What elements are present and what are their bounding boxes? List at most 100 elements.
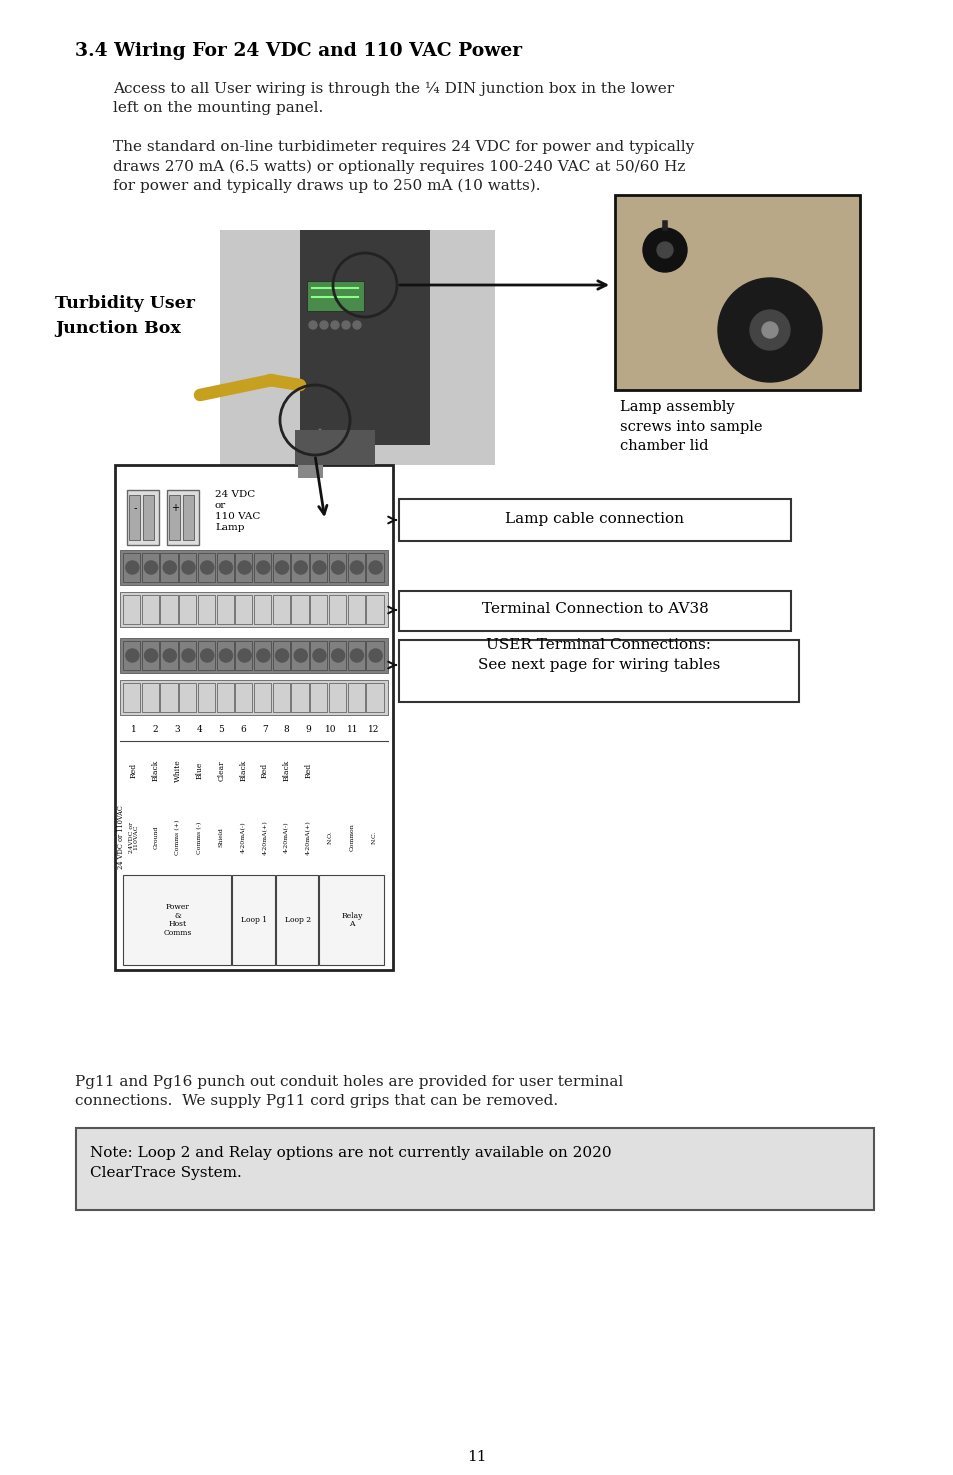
FancyBboxPatch shape	[120, 591, 388, 627]
Circle shape	[256, 560, 270, 574]
Text: 24VDC or
110VAC: 24VDC or 110VAC	[129, 822, 138, 853]
Circle shape	[126, 560, 139, 574]
FancyBboxPatch shape	[129, 496, 140, 540]
Text: Access to all User wiring is through the ¼ DIN junction box in the lower
left on: Access to all User wiring is through the…	[112, 83, 674, 115]
Text: 12: 12	[368, 724, 379, 733]
FancyBboxPatch shape	[319, 875, 384, 965]
FancyBboxPatch shape	[220, 230, 495, 465]
Circle shape	[144, 649, 157, 662]
Text: 1: 1	[131, 724, 136, 733]
Circle shape	[331, 322, 338, 329]
Circle shape	[332, 649, 344, 662]
Text: Turbidity User: Turbidity User	[55, 295, 194, 313]
Text: 11: 11	[346, 724, 357, 733]
Text: 4: 4	[196, 724, 202, 733]
Text: 3.4 Wiring For 24 VDC and 110 VAC Power: 3.4 Wiring For 24 VDC and 110 VAC Power	[75, 41, 521, 60]
Text: Pg11 and Pg16 punch out conduit holes are provided for user terminal
connections: Pg11 and Pg16 punch out conduit holes ar…	[75, 1075, 622, 1109]
FancyBboxPatch shape	[294, 431, 375, 465]
Text: 3: 3	[174, 724, 180, 733]
Text: 4-20mA(-): 4-20mA(-)	[284, 822, 289, 854]
FancyBboxPatch shape	[398, 640, 799, 702]
Text: 8: 8	[284, 724, 290, 733]
FancyBboxPatch shape	[143, 496, 153, 540]
Text: Clear: Clear	[217, 760, 225, 780]
Text: Red: Red	[304, 763, 313, 779]
Circle shape	[256, 649, 270, 662]
Circle shape	[369, 560, 382, 574]
FancyBboxPatch shape	[398, 591, 790, 631]
Circle shape	[182, 649, 194, 662]
Circle shape	[200, 560, 213, 574]
Text: Red: Red	[260, 763, 269, 779]
Text: Lamp cable connection: Lamp cable connection	[505, 512, 684, 527]
Text: -: -	[133, 503, 136, 513]
FancyBboxPatch shape	[76, 1128, 873, 1210]
Circle shape	[718, 277, 821, 382]
Text: Note: Loop 2 and Relay options are not currently available on 2020
ClearTrace Sy: Note: Loop 2 and Relay options are not c…	[90, 1146, 611, 1180]
Text: Ground: Ground	[153, 826, 158, 850]
FancyBboxPatch shape	[615, 195, 859, 389]
Text: 6: 6	[240, 724, 246, 733]
Text: 4-20mA(-): 4-20mA(-)	[240, 822, 245, 854]
Circle shape	[353, 322, 360, 329]
FancyBboxPatch shape	[232, 875, 274, 965]
Circle shape	[369, 649, 382, 662]
Circle shape	[309, 322, 316, 329]
Text: N.C.: N.C.	[372, 830, 376, 844]
FancyBboxPatch shape	[307, 282, 364, 311]
FancyBboxPatch shape	[115, 465, 393, 971]
Circle shape	[313, 649, 326, 662]
Text: 2: 2	[152, 724, 158, 733]
Text: 7: 7	[262, 724, 268, 733]
Text: Relay
A: Relay A	[341, 912, 362, 928]
Circle shape	[761, 322, 778, 338]
Circle shape	[275, 560, 289, 574]
Text: White: White	[173, 760, 181, 782]
Circle shape	[319, 322, 328, 329]
FancyBboxPatch shape	[127, 490, 159, 544]
FancyBboxPatch shape	[275, 875, 318, 965]
FancyBboxPatch shape	[398, 499, 790, 541]
Text: N.O.: N.O.	[328, 830, 333, 844]
FancyBboxPatch shape	[299, 230, 430, 445]
Text: Lamp assembly
screws into sample
chamber lid: Lamp assembly screws into sample chamber…	[619, 400, 761, 453]
Circle shape	[200, 649, 213, 662]
Circle shape	[182, 560, 194, 574]
Text: Common: Common	[350, 823, 355, 851]
Text: 10: 10	[324, 724, 335, 733]
Text: 11: 11	[467, 1450, 486, 1465]
Text: Loop 2: Loop 2	[284, 916, 311, 923]
Text: Terminal Connection to AV38: Terminal Connection to AV38	[481, 602, 708, 617]
Circle shape	[350, 560, 363, 574]
Text: 9: 9	[305, 724, 311, 733]
Text: Shield: Shield	[218, 827, 224, 848]
Text: Blue: Blue	[195, 761, 203, 779]
Text: The standard on-line turbidimeter requires 24 VDC for power and typically
draws : The standard on-line turbidimeter requir…	[112, 140, 694, 193]
Circle shape	[238, 649, 251, 662]
Text: Loop 1: Loop 1	[241, 916, 267, 923]
Text: USER Terminal Connections:
See next page for wiring tables: USER Terminal Connections: See next page…	[477, 639, 720, 671]
Text: 4-20mA(+): 4-20mA(+)	[306, 820, 311, 855]
Text: 24 VDC or 110VAC: 24 VDC or 110VAC	[117, 805, 125, 869]
FancyBboxPatch shape	[167, 490, 199, 544]
FancyBboxPatch shape	[123, 875, 231, 965]
Text: Black: Black	[152, 760, 159, 782]
FancyBboxPatch shape	[169, 496, 180, 540]
FancyBboxPatch shape	[120, 550, 388, 586]
Text: Junction Box: Junction Box	[55, 320, 180, 336]
Circle shape	[313, 560, 326, 574]
Circle shape	[275, 649, 289, 662]
Text: Comms (+): Comms (+)	[174, 820, 180, 855]
Circle shape	[144, 560, 157, 574]
Circle shape	[219, 560, 233, 574]
Text: Red: Red	[130, 763, 138, 779]
Circle shape	[219, 649, 233, 662]
Circle shape	[163, 649, 176, 662]
Circle shape	[294, 649, 307, 662]
Text: 24 VDC
or
110 VAC
Lamp: 24 VDC or 110 VAC Lamp	[214, 490, 260, 532]
Circle shape	[642, 229, 686, 271]
Circle shape	[294, 560, 307, 574]
Circle shape	[238, 560, 251, 574]
Circle shape	[126, 649, 139, 662]
FancyBboxPatch shape	[120, 639, 388, 673]
